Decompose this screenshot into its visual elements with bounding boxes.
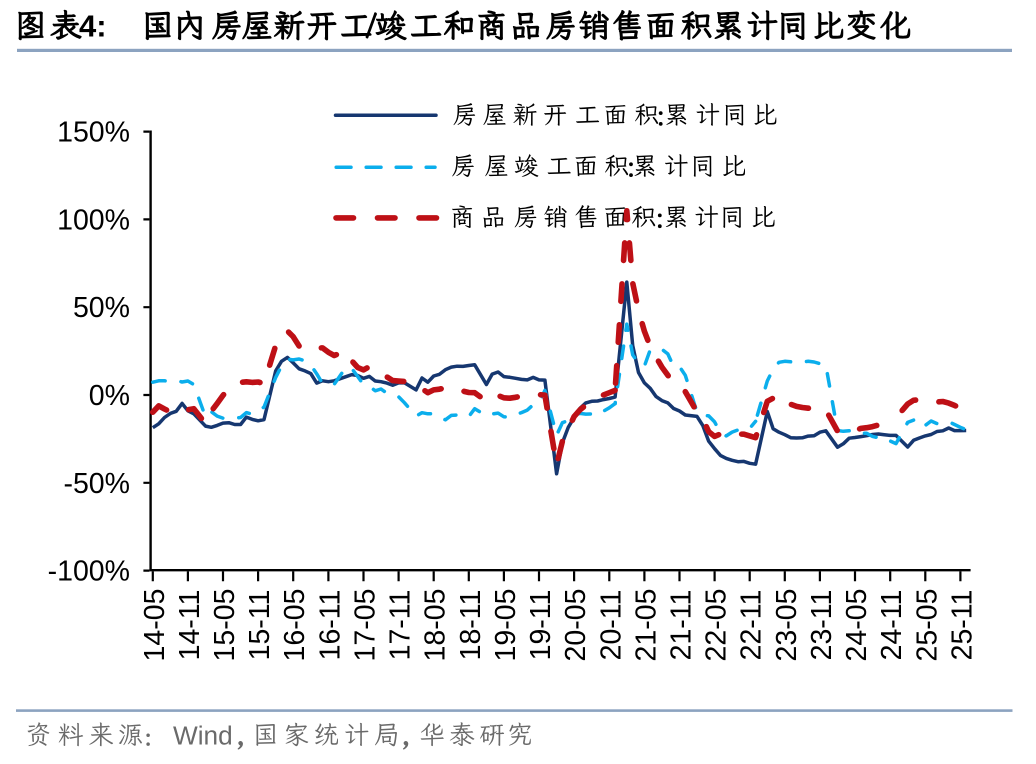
svg-text:100%: 100% <box>57 204 130 236</box>
svg-text:19-11: 19-11 <box>525 590 557 661</box>
svg-text:22-05: 22-05 <box>701 589 733 662</box>
svg-text:150%: 150% <box>57 117 130 149</box>
svg-text:18-11: 18-11 <box>455 590 487 661</box>
svg-text:-100%: -100% <box>48 556 130 588</box>
svg-text:19-05: 19-05 <box>490 589 522 662</box>
svg-text:23-05: 23-05 <box>771 589 803 662</box>
svg-text:Wind: Wind <box>173 721 233 751</box>
svg-text:16-11: 16-11 <box>314 590 346 661</box>
svg-text:16-05: 16-05 <box>279 589 311 662</box>
svg-text:25-05: 25-05 <box>911 589 943 662</box>
svg-text:17-05: 17-05 <box>350 589 382 662</box>
svg-text:14-11: 14-11 <box>174 590 206 661</box>
svg-text:0%: 0% <box>89 380 130 412</box>
svg-text:14-05: 14-05 <box>139 589 171 662</box>
svg-text:25-11: 25-11 <box>946 590 978 661</box>
svg-text:23-11: 23-11 <box>806 590 838 661</box>
svg-text:4:: 4: <box>79 9 107 44</box>
svg-text:21-11: 21-11 <box>666 590 698 661</box>
svg-text:-50%: -50% <box>63 468 130 500</box>
svg-text:24-11: 24-11 <box>876 590 908 661</box>
svg-text:15-11: 15-11 <box>244 590 276 661</box>
svg-text:15-05: 15-05 <box>209 589 241 662</box>
svg-text:18-05: 18-05 <box>420 589 452 662</box>
svg-text:20-11: 20-11 <box>595 590 627 661</box>
svg-text:21-05: 21-05 <box>630 589 662 662</box>
svg-text:17-11: 17-11 <box>385 590 417 661</box>
svg-text:24-05: 24-05 <box>841 589 873 662</box>
svg-text:50%: 50% <box>73 292 130 324</box>
svg-text:22-11: 22-11 <box>736 590 768 661</box>
svg-text:20-05: 20-05 <box>560 589 592 662</box>
